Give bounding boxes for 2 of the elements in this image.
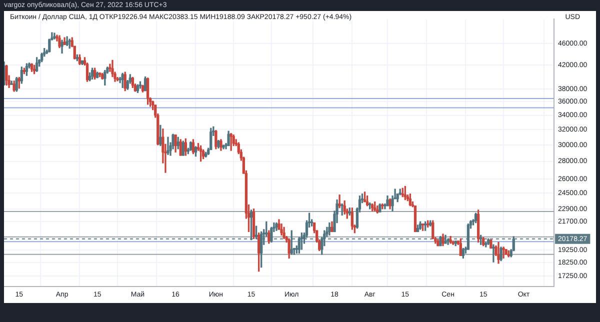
candlestick	[490, 240, 492, 249]
candlestick	[504, 249, 508, 255]
